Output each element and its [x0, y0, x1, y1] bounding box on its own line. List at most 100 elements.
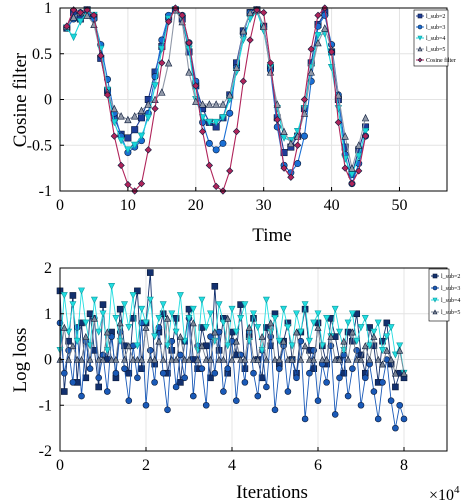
data-point — [263, 383, 270, 391]
data-point — [314, 11, 322, 19]
data-point — [355, 167, 363, 175]
legend-marker — [417, 35, 423, 41]
legend-marker — [417, 57, 423, 63]
data-point — [60, 323, 68, 331]
data-point — [307, 68, 315, 76]
data-point — [361, 374, 369, 382]
data-point — [400, 415, 408, 423]
data-point — [110, 104, 119, 113]
data-point — [110, 132, 118, 140]
data-point — [151, 355, 159, 363]
data-point — [348, 164, 356, 172]
data-point — [280, 337, 288, 345]
data-point — [355, 141, 363, 149]
data-point — [241, 355, 249, 363]
data-point — [370, 332, 378, 340]
data-point — [341, 132, 349, 140]
legend-label: l_sub=5 — [441, 310, 460, 316]
data-point — [250, 355, 257, 363]
data-point — [300, 95, 309, 104]
data-point — [370, 328, 378, 336]
data-point — [323, 355, 331, 363]
series-l-sub-5 — [63, 5, 370, 172]
data-point — [348, 180, 356, 188]
data-point — [220, 388, 227, 395]
y-tick-label: 0 — [44, 352, 52, 369]
data-point — [78, 392, 85, 400]
data-point — [76, 8, 84, 17]
data-point — [280, 164, 288, 172]
data-point — [344, 392, 352, 400]
data-point — [117, 137, 125, 145]
data-point — [361, 132, 370, 140]
top-y-axis-label: Cosine filter — [10, 52, 31, 147]
data-point — [168, 310, 176, 318]
data-point — [314, 38, 322, 47]
data-point — [69, 342, 77, 350]
data-point — [237, 315, 245, 322]
data-point — [138, 365, 145, 372]
data-point — [228, 305, 236, 313]
data-point — [211, 282, 219, 290]
data-point — [125, 397, 133, 404]
data-point — [280, 149, 288, 157]
data-point — [344, 355, 352, 363]
y-tick-label: 1 — [44, 0, 52, 17]
legend-label: l_sub=3 — [426, 25, 445, 31]
data-point — [110, 118, 119, 127]
data-point — [108, 355, 116, 363]
data-point — [237, 355, 245, 363]
data-point — [357, 401, 365, 409]
data-point — [314, 323, 322, 331]
data-point — [69, 292, 77, 299]
data-point — [65, 337, 72, 345]
data-point — [284, 388, 292, 395]
data-point — [112, 355, 120, 363]
data-point — [65, 355, 73, 363]
data-point — [379, 379, 386, 386]
data-point — [130, 112, 139, 120]
cosine-filter-chart: 0 10 20 30 40 50 1 0.5 0 -0.5 -1 Time Cosine filte… — [10, 0, 456, 246]
data-point — [158, 45, 166, 54]
data-point — [117, 112, 125, 120]
bottom-series-layer — [56, 269, 408, 432]
data-point — [361, 342, 369, 350]
data-point — [76, 18, 85, 26]
data-point — [185, 39, 193, 47]
data-point — [336, 328, 343, 336]
data-point — [353, 355, 361, 363]
data-point — [63, 22, 71, 30]
x-tick-label: 10 — [120, 197, 136, 214]
data-point — [263, 324, 270, 331]
data-point — [387, 355, 395, 363]
data-point — [172, 328, 180, 336]
data-point — [95, 383, 102, 391]
data-point — [241, 365, 249, 372]
top-x-axis-label: Time — [252, 225, 291, 246]
data-point — [219, 100, 227, 108]
data-point — [97, 51, 105, 60]
legend-marker — [417, 24, 423, 30]
legend-marker — [432, 285, 438, 291]
data-point — [103, 347, 111, 355]
data-point — [232, 328, 240, 336]
data-point — [185, 315, 193, 322]
y-tick-label: 0.5 — [32, 46, 52, 63]
data-point — [323, 315, 331, 322]
data-point — [349, 365, 356, 372]
data-point — [202, 401, 210, 409]
data-point — [267, 319, 275, 327]
data-point — [323, 379, 330, 386]
data-point — [321, 11, 329, 19]
data-point — [69, 6, 78, 14]
data-point — [215, 347, 223, 354]
data-point — [392, 424, 399, 432]
data-point — [190, 392, 197, 400]
data-point — [219, 355, 227, 363]
data-point — [293, 310, 300, 318]
data-point — [396, 401, 404, 409]
series-l-sub-4 — [56, 282, 408, 377]
x-tick-label: 6 — [314, 457, 322, 474]
data-point — [262, 355, 270, 363]
data-point — [215, 301, 223, 309]
